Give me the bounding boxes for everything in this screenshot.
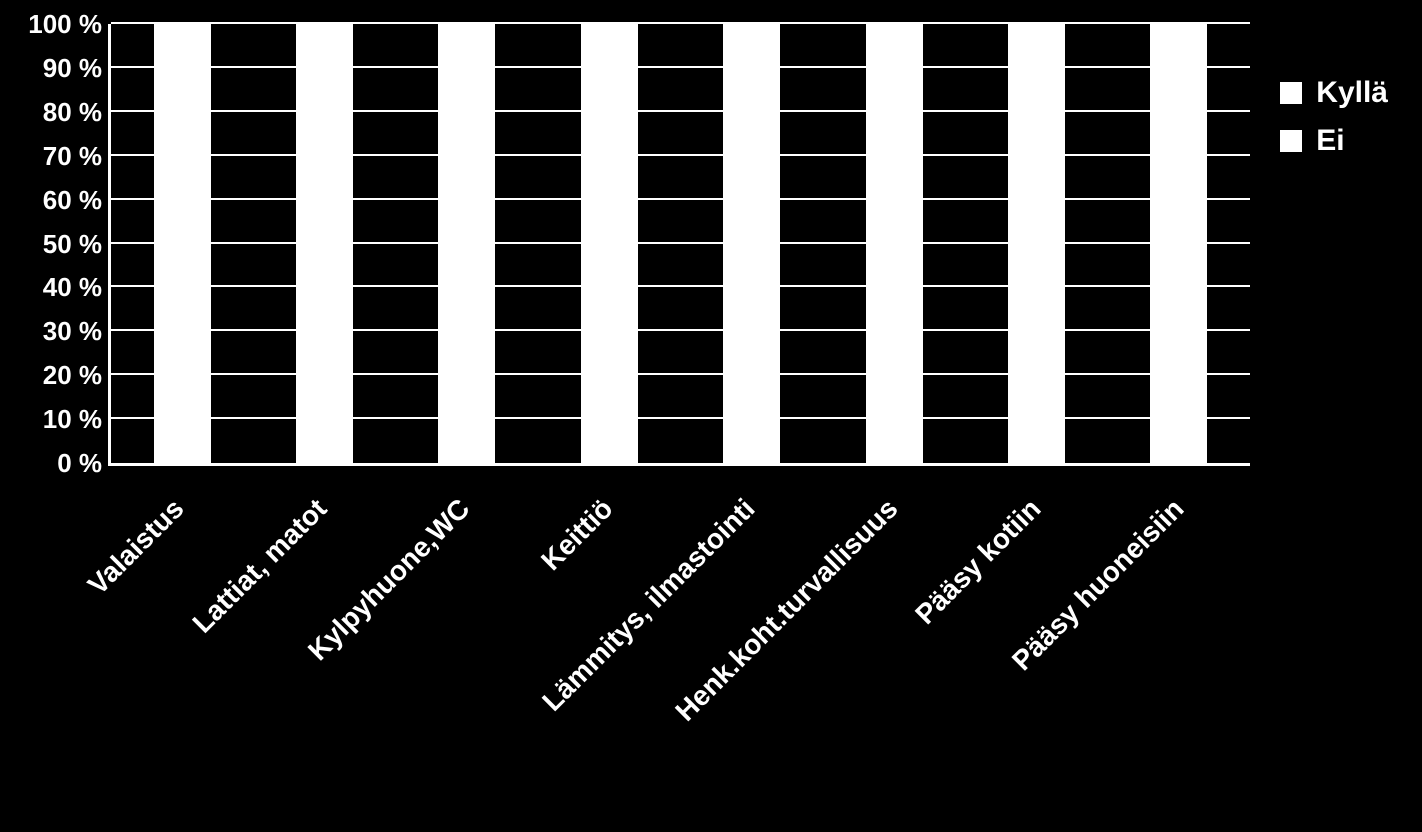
bar-slot (823, 24, 965, 463)
gridline (111, 242, 1250, 244)
y-tick-label: 20 % (8, 362, 102, 388)
x-tick-label: Lattiat, matot (28, 493, 333, 798)
gridline (111, 198, 1250, 200)
bar (154, 24, 211, 463)
bar (866, 24, 923, 463)
bar-slot (681, 24, 823, 463)
gridline (111, 22, 1250, 24)
gridline (111, 154, 1250, 156)
y-tick-label: 0 % (8, 450, 102, 476)
bar-slot (396, 24, 538, 463)
bar (1150, 24, 1207, 463)
x-tick-label: Henk.koht.turvallisuus (599, 493, 904, 798)
legend-item-kylla: Kyllä (1280, 76, 1388, 110)
x-tick-label: Lämmitys, ilmastointi (456, 493, 761, 798)
bar-slot (253, 24, 395, 463)
x-tick-label: Pääsy huoneisiin (884, 493, 1189, 798)
bar-chart: 0 % 10 % 20 % 30 % 40 % 50 % 60 % 70 % 80 % 90 % 1… (0, 0, 1422, 832)
bar (438, 24, 495, 463)
legend-item-ei: Ei (1280, 124, 1388, 158)
gridline (111, 285, 1250, 287)
bar-slot (965, 24, 1107, 463)
bar (1008, 24, 1065, 463)
gridline (111, 329, 1250, 331)
plot-area (108, 24, 1250, 466)
y-tick-label: 30 % (8, 318, 102, 344)
gridline (111, 110, 1250, 112)
y-tick-label: 40 % (8, 274, 102, 300)
y-tick-label: 10 % (8, 406, 102, 432)
gridline (111, 417, 1250, 419)
legend-swatch-icon (1280, 130, 1302, 152)
legend-label: Kyllä (1316, 76, 1388, 110)
y-tick-label: 50 % (8, 231, 102, 257)
legend-swatch-icon (1280, 82, 1302, 104)
y-tick-label: 90 % (8, 55, 102, 81)
gridline (111, 373, 1250, 375)
bar (581, 24, 638, 463)
bar (723, 24, 780, 463)
legend: Kyllä Ei (1280, 76, 1388, 158)
x-tick-label: Pääsy kotiin (742, 493, 1047, 798)
bar-slot (111, 24, 253, 463)
legend-label: Ei (1316, 124, 1344, 158)
gridline (111, 66, 1250, 68)
bar (296, 24, 353, 463)
x-tick-label: Keittiö (313, 493, 618, 798)
bar-slot (538, 24, 680, 463)
y-tick-label: 80 % (8, 99, 102, 125)
x-tick-label: Kylpyhuone,WC (171, 493, 476, 798)
bar-slot (1108, 24, 1250, 463)
y-tick-label: 60 % (8, 187, 102, 213)
bar-group (111, 24, 1250, 463)
y-tick-label: 100 % (8, 11, 102, 37)
y-tick-label: 70 % (8, 143, 102, 169)
